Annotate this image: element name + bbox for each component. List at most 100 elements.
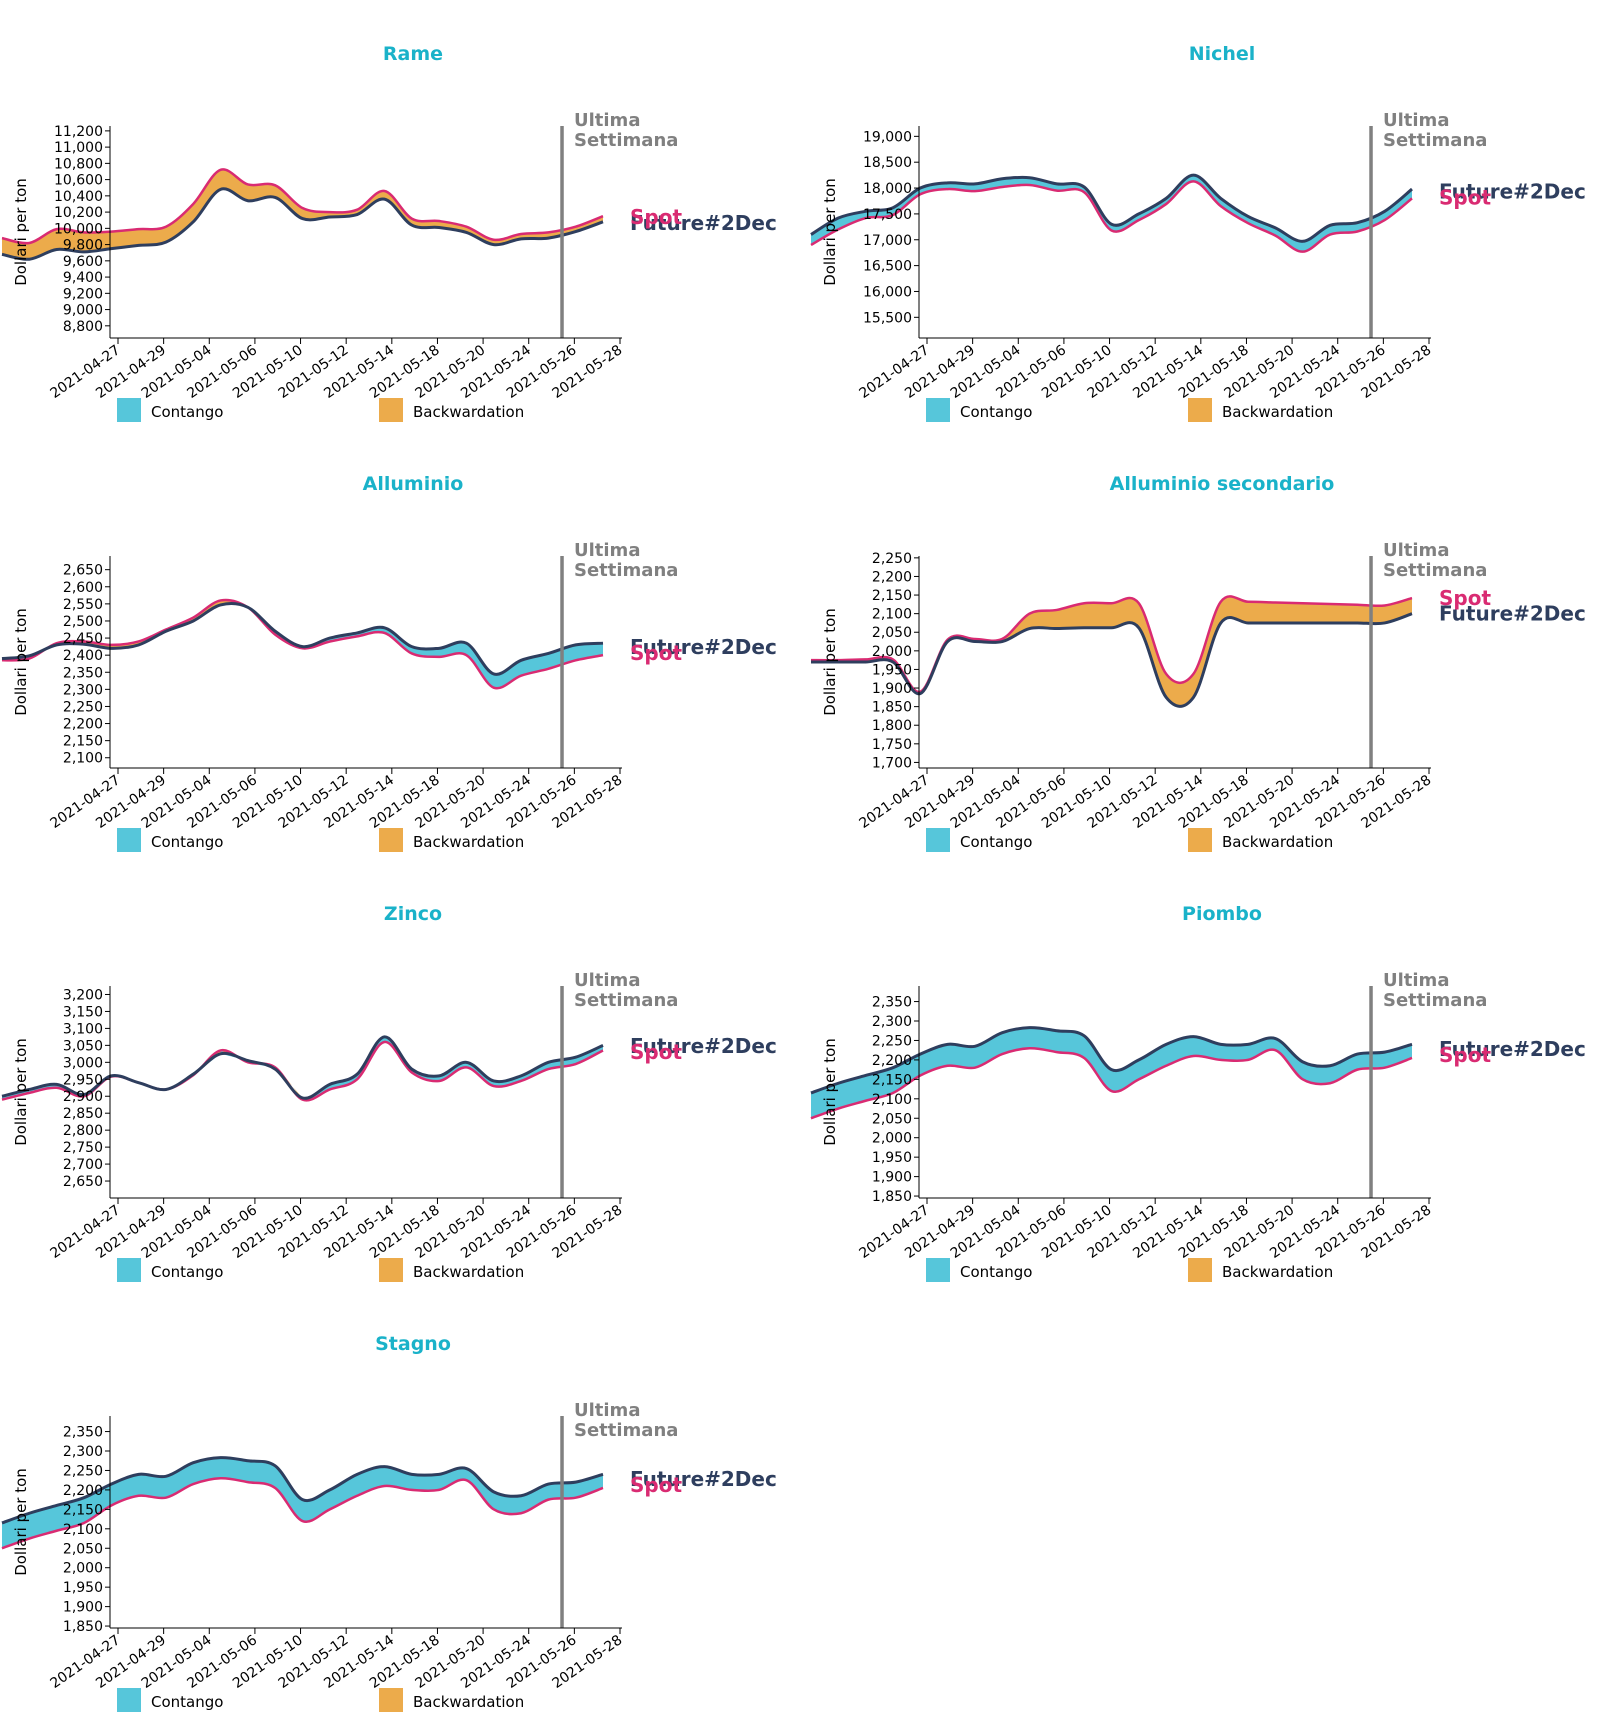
y-tick: 1,900 [872,681,919,697]
y-tick-label: 3,100 [63,1021,103,1037]
y-tick: 2,250 [63,1463,110,1479]
y-tick-label: 16,500 [863,259,912,275]
x-tick: 2021-05-28 [549,1628,625,1692]
last-week-label: Ultima [1383,110,1449,131]
y-tick-label: 2,750 [63,1140,103,1156]
legend-label-backwardation: Backwardation [413,403,524,421]
y-tick-label: 1,900 [872,681,912,697]
y-tick: 1,700 [872,755,919,771]
y-tick-label: 2,600 [63,580,103,596]
x-tick: 2021-05-28 [1358,768,1434,832]
y-tick-label: 1,950 [63,1580,103,1596]
y-tick: 2,250 [872,1033,919,1049]
y-tick: 17,500 [863,207,919,223]
y-tick: 19,000 [863,129,919,145]
y-axis-label: Dollari per ton [821,1038,839,1146]
y-axis-label: Dollari per ton [12,608,30,716]
spot-series-label: Spot [630,1473,682,1497]
legend-swatch-backwardation [379,1688,403,1712]
last-week-label: Ultima [1383,970,1449,991]
y-tick: 10,600 [54,173,110,189]
backwardation-area [811,596,1412,707]
y-tick-label: 10,000 [54,221,103,237]
chart-svg: Rame 8,8009,0009,2009,4009,6009,80010,000… [1,43,777,422]
y-tick-label: 2,650 [63,563,103,579]
contango-area [2,1457,603,1549]
y-tick-label: 2,100 [872,607,912,623]
y-tick: 2,100 [63,751,110,767]
y-tick-label: 2,300 [872,1014,912,1030]
chart-panel-rame: Rame 8,800 9,000 9,200 9,400 9,600 9,800 10,000… [0,0,809,430]
y-tick: 10,000 [54,221,110,237]
y-tick-label: 11,000 [54,140,103,156]
y-tick-label: 1,850 [872,1189,912,1205]
y-tick-label: 2,150 [872,588,912,604]
y-tick-label: 11,200 [54,124,103,140]
spot-series-label: Spot [630,1040,682,1064]
future-line [1,601,604,676]
chart-panel-piombo: Piombo 1,850 1,900 1,950 2,000 2,050 2,100 2,15… [809,860,1618,1290]
y-tick: 16,000 [863,284,919,300]
y-tick-label: 2,250 [63,699,103,715]
y-tick-label: 3,150 [63,1004,103,1020]
y-tick: 2,350 [63,665,110,681]
spot-series-label: Spot [630,641,682,665]
y-tick-label: 2,000 [63,1561,103,1577]
legend-label-contango: Contango [151,1263,223,1281]
future-series-label: Future#2Dec [630,1034,777,1058]
y-tick-label: 2,200 [872,1053,912,1069]
y-tick: 10,800 [54,156,110,172]
y-tick: 2,200 [63,1483,110,1499]
future-line [1,1456,604,1525]
y-tick-label: 17,000 [863,233,912,249]
y-tick: 1,900 [872,1170,919,1186]
spot-line [1,1476,604,1550]
y-tick: 2,150 [872,588,919,604]
y-tick-label: 8,800 [63,319,103,335]
last-week-label: Ultima [574,540,640,561]
y-tick: 18,000 [863,181,919,197]
last-week-label: Settimana [1383,560,1487,581]
y-tick-label: 2,700 [63,1157,103,1173]
y-tick: 1,850 [872,1189,919,1205]
y-tick: 2,000 [872,644,919,660]
last-week-label: Ultima [574,970,640,991]
y-tick-label: 1,850 [872,700,912,716]
y-tick: 1,950 [63,1580,110,1596]
spot-series-label: Spot [1439,586,1491,610]
chart-panel-stagno: Stagno 1,850 1,900 1,950 2,000 2,050 2,100 2,15… [0,1290,809,1720]
legend: Contango Backwardation [117,1258,524,1282]
future-series-label: Future#2Dec [1439,1037,1586,1061]
y-tick: 2,200 [872,1053,919,1069]
chart-svg: Piombo 1,850 1,900 1,950 2,000 2,050 2,100 2,15… [810,903,1586,1282]
y-tick-label: 19,000 [863,129,912,145]
last-week-label: Settimana [1383,130,1487,151]
y-tick: 2,000 [872,1131,919,1147]
y-tick-label: 1,900 [63,1600,103,1616]
y-tick-label: 2,050 [872,625,912,641]
y-tick: 2,650 [63,563,110,579]
chart-title: Stagno [375,1333,451,1355]
y-tick: 3,100 [63,1021,110,1037]
y-tick-label: 2,100 [872,1092,912,1108]
y-tick: 9,400 [63,270,110,286]
y-tick-label: 2,200 [63,1483,103,1499]
chart-title: Rame [383,43,443,65]
contango-area [247,607,604,689]
x-tick: 2021-05-28 [549,1198,625,1262]
y-tick: 2,250 [63,699,110,715]
legend: Contango Backwardation [926,398,1333,422]
legend-swatch-contango [117,398,141,422]
y-tick: 2,000 [63,1561,110,1577]
y-tick-label: 9,200 [63,286,103,302]
y-tick: 2,300 [63,1444,110,1460]
future-series-label: Future#2Dec [1439,180,1586,204]
chart-title: Zinco [384,903,442,925]
y-tick-label: 16,000 [863,284,912,300]
legend-swatch-contango [926,828,950,852]
x-tick: 2021-05-28 [1358,1198,1434,1262]
y-tick-label: 1,850 [63,1619,103,1635]
y-tick-label: 2,550 [63,597,103,613]
y-tick-label: 2,050 [63,1541,103,1557]
y-tick: 9,600 [63,254,110,270]
